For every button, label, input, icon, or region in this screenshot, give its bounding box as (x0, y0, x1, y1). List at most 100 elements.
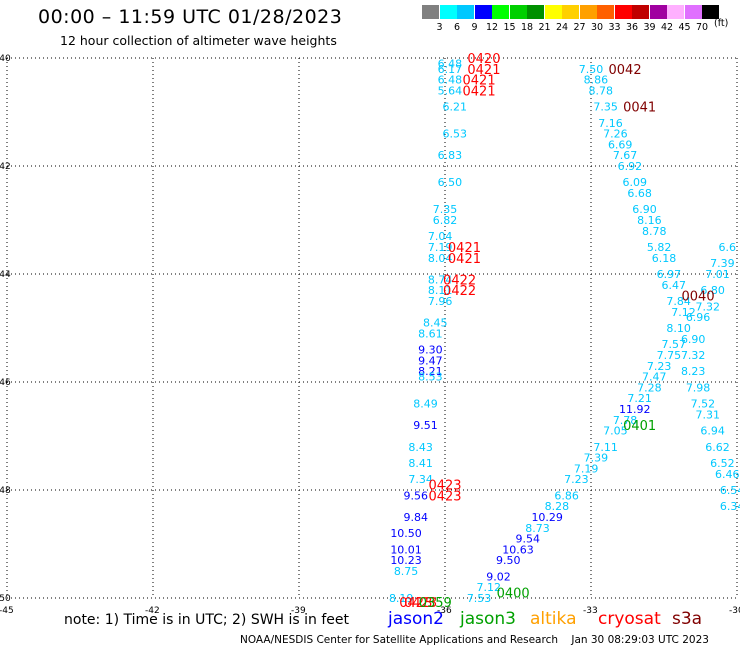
swh-point-label: 6.92 (618, 160, 643, 173)
swh-point-label: 9.84 (404, 511, 429, 524)
swh-point-label: 7.23 (647, 360, 672, 373)
lon-tick-label: -42 (145, 606, 160, 616)
swh-point-label: 7.19 (574, 462, 599, 475)
swh-point-label: 7.52 (691, 398, 716, 411)
colorbar-label: 70 (695, 22, 709, 33)
colorbar-label: 18 (520, 22, 534, 33)
swh-point-label: 7.26 (603, 128, 628, 141)
colorbar-swatch (527, 5, 544, 19)
swh-point-label: 6.46 (715, 468, 740, 481)
swh-point-label: 9.54 (515, 533, 540, 546)
swh-point-label: 8.43 (408, 441, 433, 454)
time-label: 0421 (448, 252, 481, 267)
swh-point-label: 7.39 (584, 452, 609, 465)
swh-point-label: 6.34 (720, 500, 740, 513)
legend-cryosat: cryosat (598, 609, 661, 629)
colorbar-label: 45 (678, 22, 691, 33)
swh-point-label: 6.90 (632, 203, 657, 216)
swh-point-label: 8.86 (584, 74, 609, 87)
swh-point-label: 7.32 (696, 300, 721, 313)
swh-point-label: 6.21 (442, 101, 467, 114)
swh-point-label: 7.32 (681, 349, 706, 362)
swh-point-label: 7.23 (564, 473, 589, 486)
swh-point-label: 8.45 (423, 317, 448, 330)
swh-point-label: 9.51 (413, 419, 438, 432)
swh-point-label: 7.05 (603, 425, 628, 438)
swh-point-label: 7.12 (671, 306, 696, 319)
lat-tick-label: -44 (0, 270, 11, 280)
swh-point-label: 6.82 (433, 214, 458, 227)
swh-point-label: 7.35 (593, 101, 618, 114)
legend-s3a: s3a (672, 609, 703, 629)
colorbar-swatch (579, 5, 597, 19)
colorbar-swatch (492, 5, 509, 19)
lon-tick-label: -30 (729, 606, 740, 616)
time-label: 0359 (419, 596, 452, 611)
colorbar-label: 6 (453, 22, 461, 33)
colorbar-label: 9 (471, 22, 478, 33)
swh-point-label: 7.16 (598, 117, 623, 130)
swh-point-label: 7.39 (710, 257, 735, 270)
swh-point-label: 7.67 (613, 149, 638, 162)
legend-jason2: jason2 (388, 609, 444, 629)
colorbar-swatch (562, 5, 579, 19)
swh-point-label: 10.29 (531, 511, 563, 524)
swh-point-label: 5.64 (438, 84, 463, 97)
swh-point-label: 6.48 (438, 57, 463, 70)
swh-point-label: 8.75 (394, 565, 419, 578)
lat-tick-label: -48 (0, 486, 11, 496)
lon-tick-label: -33 (583, 606, 598, 616)
swh-point-label: 7.84 (666, 295, 691, 308)
colorbar-swatch (632, 5, 649, 19)
colorbar-units: (ft) (714, 18, 729, 29)
colorbar-label: 39 (643, 22, 656, 33)
lat-tick-label: -46 (0, 378, 11, 388)
swh-point-label: 6.54 (720, 484, 740, 497)
swh-point-label: 7.31 (696, 408, 721, 421)
swh-point-label: 6.69 (608, 138, 633, 151)
credit-footer: NOAA/NESDIS Center for Satellite Applica… (240, 634, 709, 646)
swh-point-label: 8.41 (408, 457, 433, 470)
swh-point-label: 6.47 (661, 279, 686, 292)
colorbar-swatch (702, 5, 719, 19)
colorbar-swatch (684, 5, 702, 19)
colorbar-swatch (509, 5, 527, 19)
time-label: 0422 (443, 284, 476, 299)
time-labels: 0420042104210421042104210422042204230423… (399, 52, 714, 611)
colorbar-label: 27 (573, 22, 586, 33)
colorbar-swatch (544, 5, 562, 19)
swh-point-label: 9.56 (404, 489, 429, 502)
swh-point-label: 7.50 (579, 63, 604, 76)
colorbar-label: 12 (485, 22, 499, 33)
colorbar-swatch (422, 5, 439, 19)
swh-point-label: 9.47 (418, 354, 443, 367)
swh-point-label: 9.02 (486, 570, 511, 583)
swh-point-label: 10.01 (390, 543, 422, 556)
swh-point-label: 8.10 (666, 322, 691, 335)
legend-jason3: jason3 (460, 609, 516, 629)
swh-point-label: 8.11 (428, 284, 453, 297)
swh-point-label: 6.86 (554, 489, 579, 502)
colorbar-swatch (474, 5, 492, 19)
swh-point-label: 8.28 (545, 500, 570, 513)
lat-tick-label: -42 (0, 162, 11, 172)
swh-point-label: 8.16 (637, 214, 662, 227)
time-label: 0421 (463, 74, 496, 89)
lon-tick-label: -36 (437, 606, 452, 616)
swh-point-label: 6.50 (438, 176, 463, 189)
map-grid (6, 57, 738, 599)
time-label: 0421 (467, 63, 500, 78)
swh-point-label: 7.34 (408, 473, 433, 486)
swh-point-label: 6.68 (627, 187, 652, 200)
swh-point-label: 7.75 (657, 349, 682, 362)
swh-point-label: 6.97 (657, 268, 682, 281)
swh-point-label: 7.12 (477, 581, 502, 594)
swh-points: 6.486.176.485.646.216.536.836.507.356.82… (389, 57, 740, 605)
time-label: 0421 (463, 84, 496, 99)
swh-point-label: 8.21 (418, 365, 443, 378)
swh-point-label: 10.23 (390, 554, 422, 567)
swh-point-label: 7.21 (627, 392, 652, 405)
time-label: 0040 (682, 290, 715, 305)
swh-point-label: 7.53 (467, 592, 492, 605)
